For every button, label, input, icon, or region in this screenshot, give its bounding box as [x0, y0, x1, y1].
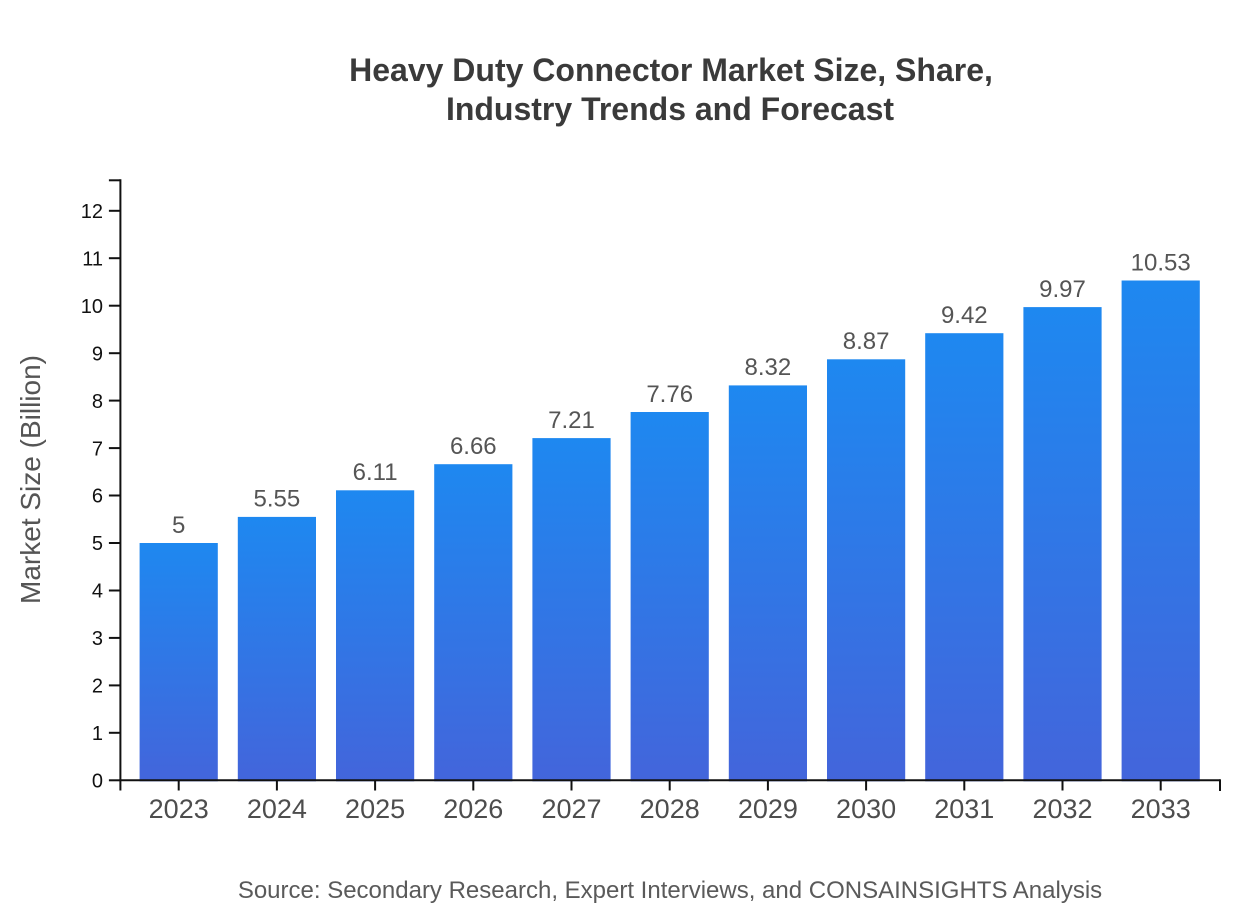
svg-text:3: 3	[92, 628, 103, 650]
svg-text:2025: 2025	[345, 794, 405, 824]
svg-text:10: 10	[81, 296, 103, 318]
svg-text:8.32: 8.32	[745, 354, 792, 381]
svg-text:11: 11	[82, 248, 103, 270]
svg-text:2033: 2033	[1131, 794, 1191, 824]
svg-text:2030: 2030	[836, 794, 896, 824]
svg-text:6.66: 6.66	[450, 433, 497, 460]
svg-text:2028: 2028	[640, 794, 700, 824]
svg-text:2029: 2029	[738, 794, 798, 824]
svg-text:10.53: 10.53	[1131, 249, 1191, 276]
svg-text:9.42: 9.42	[941, 302, 988, 329]
svg-text:9: 9	[92, 343, 103, 365]
svg-text:2032: 2032	[1032, 794, 1092, 824]
svg-text:2031: 2031	[934, 794, 994, 824]
svg-text:Industry Trends and Forecast: Industry Trends and Forecast	[446, 91, 894, 127]
svg-text:8: 8	[92, 391, 103, 413]
svg-text:Heavy Duty Connector Market Si: Heavy Duty Connector Market Size, Share,	[349, 52, 993, 88]
svg-text:7: 7	[92, 438, 103, 460]
svg-text:7.76: 7.76	[646, 381, 693, 408]
svg-text:2027: 2027	[541, 794, 601, 824]
svg-text:5: 5	[92, 533, 103, 555]
svg-text:12: 12	[81, 201, 103, 223]
svg-text:1: 1	[92, 723, 103, 745]
svg-text:Source: Secondary Research, Ex: Source: Secondary Research, Expert Inter…	[238, 877, 1102, 904]
svg-text:0: 0	[92, 771, 103, 793]
svg-text:2023: 2023	[149, 794, 209, 824]
svg-text:9.97: 9.97	[1039, 276, 1086, 303]
svg-text:4: 4	[92, 581, 103, 603]
svg-text:2024: 2024	[247, 794, 307, 824]
svg-text:6.11: 6.11	[353, 459, 398, 486]
svg-text:8.87: 8.87	[843, 328, 890, 355]
svg-text:7.21: 7.21	[548, 407, 595, 434]
svg-text:Market Size (Billion): Market Size (Billion)	[15, 355, 46, 604]
svg-text:2: 2	[92, 676, 103, 698]
svg-text:5: 5	[172, 512, 185, 539]
svg-text:6: 6	[92, 486, 103, 508]
svg-text:2026: 2026	[443, 794, 503, 824]
svg-text:5.55: 5.55	[254, 486, 301, 513]
